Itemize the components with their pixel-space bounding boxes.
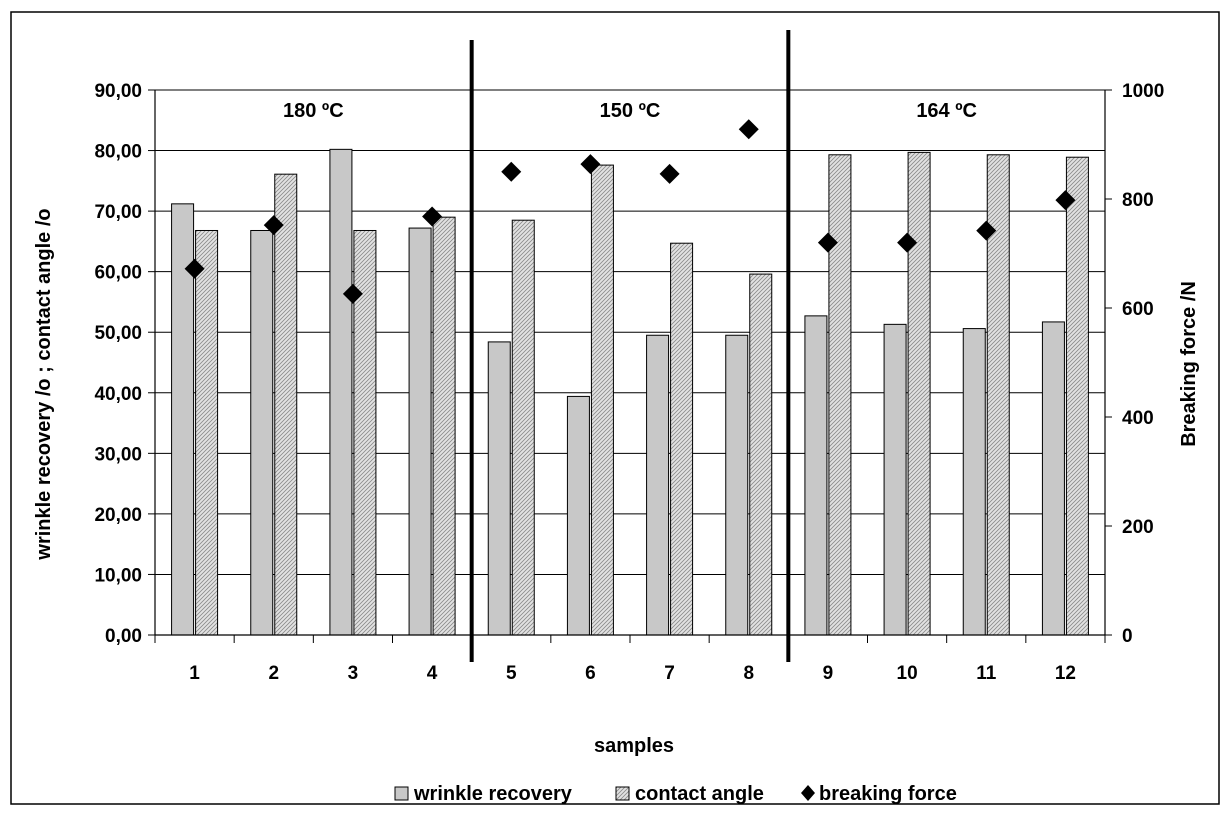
legend-marker-breaking-force [801,785,815,801]
x-tick-label: 10 [897,663,918,684]
bar-contact-angle [670,242,694,636]
y-tick-label: 30,00 [94,444,142,465]
marker-breaking-force [580,154,601,175]
y2-axis-title: Breaking force /N [1178,281,1200,447]
legend-label-breaking-force: breaking force [819,783,957,805]
bar-wrinkle-recovery [646,334,670,636]
legend-label-contact-angle: contact angle [635,783,764,805]
y2-tick-label: 600 [1122,299,1154,320]
bar-wrinkle-recovery [883,323,907,636]
marker-breaking-force [738,119,759,140]
bar-wrinkle-recovery [804,315,828,636]
x-tick-label: 11 [976,663,997,684]
y2-tick-label: 800 [1122,190,1154,211]
bar-contact-angle [749,273,773,636]
bar-contact-angle [590,164,614,636]
y-tick-label: 50,00 [94,323,142,344]
y-tick-label: 80,00 [94,142,142,163]
bar-wrinkle-recovery [566,395,590,636]
y-tick-label: 10,00 [94,565,142,586]
bar-wrinkle-recovery [250,229,274,636]
y-tick-label: 40,00 [94,384,142,405]
y2-tick-label: 400 [1122,408,1154,429]
marker-breaking-force [976,220,997,241]
x-tick-label: 5 [506,663,517,684]
y-axis-title: wrinkle recovery /o ; contact angle /o [33,208,55,560]
bar-contact-angle [432,216,456,636]
legend-swatch-contact-angle [615,786,630,801]
marker-breaking-force [422,206,443,227]
x-axis-title: samples [594,735,674,757]
marker-breaking-force [501,161,522,182]
y-tick-label: 0,00 [105,626,142,647]
legend-swatch-wrinkle-recovery [394,786,409,801]
x-tick-label: 1 [189,663,200,684]
marker-breaking-force [184,258,205,279]
bar-wrinkle-recovery [329,148,353,636]
bar-wrinkle-recovery [962,328,986,636]
marker-breaking-force [342,283,363,304]
y2-tick-label: 1000 [1122,81,1164,102]
marker-breaking-force [263,215,284,236]
x-tick-label: 6 [585,663,596,684]
marker-breaking-force [659,163,680,184]
marker-breaking-force [817,232,838,253]
x-tick-label: 2 [268,663,279,684]
y-tick-label: 20,00 [94,505,142,526]
group-label: 180 ºC [283,100,344,122]
x-tick-label: 9 [823,663,834,684]
x-tick-label: 4 [427,663,438,684]
bar-contact-angle [907,151,931,636]
y-tick-label: 90,00 [94,81,142,102]
bar-wrinkle-recovery [725,334,749,636]
marker-breaking-force [897,232,918,253]
bar-contact-angle [274,173,298,636]
bar-contact-angle [828,154,852,636]
x-tick-label: 8 [743,663,754,684]
y2-tick-label: 200 [1122,517,1154,538]
legend: wrinkle recovery contact angle breaking … [394,783,957,805]
y-tick-label: 70,00 [94,202,142,223]
bar-wrinkle-recovery [408,227,432,636]
marker-breaking-force [1055,190,1076,211]
bar-contact-angle [1065,156,1089,636]
bar-wrinkle-recovery [487,341,511,636]
bar-wrinkle-recovery [1041,321,1065,636]
legend-label-wrinkle-recovery: wrinkle recovery [413,783,573,805]
x-tick-label: 7 [664,663,675,684]
bar-contact-angle [511,219,535,636]
x-tick-label: 3 [348,663,359,684]
group-label: 150 ºC [600,100,661,122]
x-tick-label: 12 [1055,663,1076,684]
y2-tick-label: 0 [1122,626,1133,647]
y-tick-label: 60,00 [94,263,142,284]
group-label: 164 ºC [916,100,977,122]
bar-contact-angle [195,229,219,636]
